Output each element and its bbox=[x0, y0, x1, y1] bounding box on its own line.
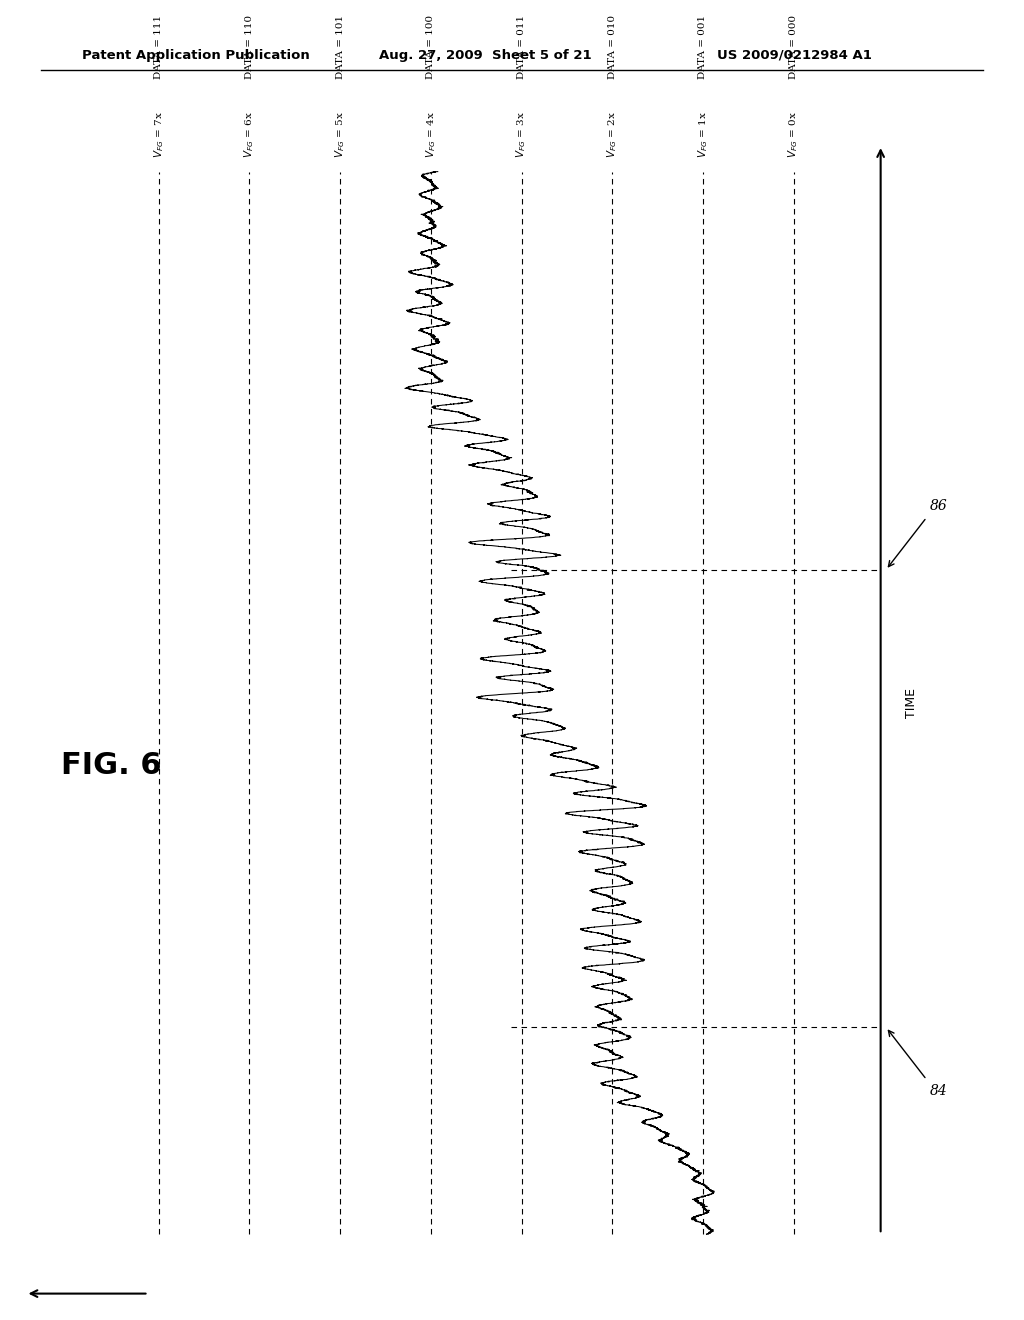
Text: US 2009/0212984 A1: US 2009/0212984 A1 bbox=[717, 49, 871, 62]
Text: $V_{FG}$ = 0x: $V_{FG}$ = 0x bbox=[786, 112, 801, 158]
Text: DATA = 100: DATA = 100 bbox=[426, 15, 435, 79]
Text: $V_{FG}$ = 5x: $V_{FG}$ = 5x bbox=[333, 112, 347, 158]
Text: $V_{FG}$ = 3x: $V_{FG}$ = 3x bbox=[515, 112, 528, 158]
Text: DATA = 101: DATA = 101 bbox=[336, 15, 345, 79]
Text: DATA = 110: DATA = 110 bbox=[245, 15, 254, 79]
Text: TIME: TIME bbox=[905, 688, 918, 718]
Text: Patent Application Publication: Patent Application Publication bbox=[82, 49, 309, 62]
Text: $V_{FG}$ = 7x: $V_{FG}$ = 7x bbox=[152, 112, 166, 158]
Text: $V_{FG}$ = 4x: $V_{FG}$ = 4x bbox=[424, 112, 437, 158]
Text: DATA = 000: DATA = 000 bbox=[790, 15, 798, 79]
Text: $V_{FG}$ = 2x: $V_{FG}$ = 2x bbox=[605, 112, 620, 158]
Text: Aug. 27, 2009  Sheet 5 of 21: Aug. 27, 2009 Sheet 5 of 21 bbox=[379, 49, 592, 62]
Text: 86: 86 bbox=[930, 499, 947, 513]
Text: DATA = 111: DATA = 111 bbox=[155, 15, 163, 79]
Text: FIG. 6: FIG. 6 bbox=[61, 751, 162, 780]
Text: DATA = 011: DATA = 011 bbox=[517, 15, 526, 79]
Text: DATA = 010: DATA = 010 bbox=[607, 15, 616, 79]
Text: $V_{FG}$ = 1x: $V_{FG}$ = 1x bbox=[696, 112, 710, 158]
Text: $V_{FG}$ = 6x: $V_{FG}$ = 6x bbox=[243, 112, 256, 158]
Text: 84: 84 bbox=[930, 1084, 947, 1098]
Text: DATA = 001: DATA = 001 bbox=[698, 15, 708, 79]
